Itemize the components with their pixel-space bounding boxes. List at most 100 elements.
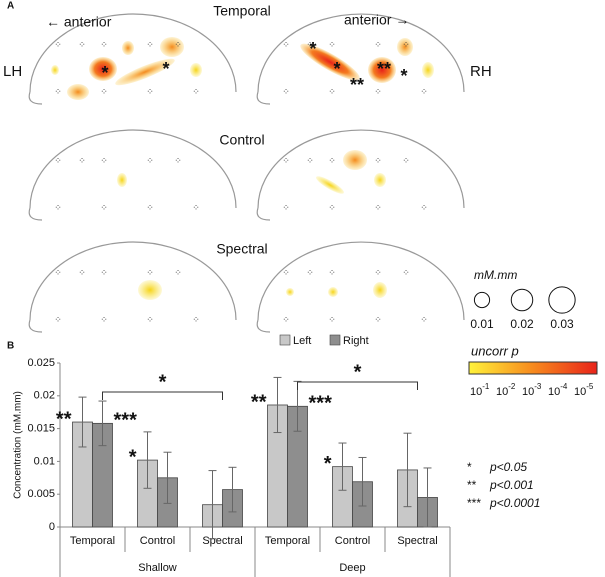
grid-dot: ⁘: [282, 202, 290, 212]
grid-dot: ⁘: [328, 314, 336, 324]
grid-dot: ⁘: [282, 314, 290, 324]
grid-dot: ⁘: [282, 267, 290, 277]
brain-outline: [256, 129, 465, 221]
colorbar-label: 10-3: [522, 382, 542, 398]
grid-dot: ⁘: [100, 314, 108, 324]
significance-star: **: [56, 408, 72, 430]
grid-dot: ⁘: [174, 155, 182, 165]
significance-bracket: [297, 381, 418, 390]
blob: [190, 63, 202, 77]
brain-star: *: [309, 39, 316, 59]
grid-dot: ⁘: [174, 39, 182, 49]
significance-star: ***: [114, 410, 138, 432]
brain-outline: [256, 13, 465, 105]
brain-star: *: [101, 63, 108, 83]
grid-dot: ⁘: [306, 39, 314, 49]
blob: [138, 280, 162, 300]
x-tick-label: Temporal: [265, 535, 310, 547]
grid-dot: ⁘: [174, 267, 182, 277]
blob: [67, 84, 89, 100]
key-symbol: **: [467, 478, 477, 492]
brain-star: *: [162, 59, 169, 79]
grid-dot: ⁘: [78, 155, 86, 165]
colorbar-base: 10: [574, 386, 586, 398]
group-label: Deep: [339, 562, 365, 574]
blob: [122, 41, 134, 55]
grid-dot: ⁘: [54, 202, 62, 212]
x-tick-label: Control: [335, 535, 370, 547]
colorbar-title: uncorr p: [471, 343, 519, 358]
grid-dot: ⁘: [146, 314, 154, 324]
grid-dot: ⁘: [146, 202, 154, 212]
blob: [343, 150, 367, 170]
grid-dot: ⁘: [402, 39, 410, 49]
blob: [316, 176, 344, 194]
colorbar-exponent: -2: [508, 382, 516, 391]
colorbar-label: 10-2: [496, 382, 516, 398]
blob: [115, 58, 175, 86]
blob: [286, 288, 294, 296]
colorbar-exponent: -1: [482, 382, 490, 391]
colorbar-exponent: -5: [586, 382, 594, 391]
brain-star: **: [377, 59, 391, 79]
legend-swatch: [279, 334, 291, 346]
y-tick-label: 0.005: [27, 488, 55, 500]
colorbar-base: 10: [548, 386, 560, 398]
x-tick-label: Spectral: [202, 535, 242, 547]
grid-dot: ⁘: [328, 86, 336, 96]
colorbar-label: 10-5: [574, 382, 594, 398]
direction-label: ← anterior: [46, 14, 112, 30]
grid-dot: ⁘: [374, 202, 382, 212]
grid-dot: ⁘: [146, 86, 154, 96]
blob: [422, 62, 434, 78]
brain-outline: [256, 241, 465, 333]
grid-dot: ⁘: [420, 86, 428, 96]
grid-dot: ⁘: [328, 202, 336, 212]
y-tick-label: 0.02: [34, 390, 55, 402]
colorbar-exponent: -4: [560, 382, 568, 391]
legend-label: Left: [293, 335, 311, 347]
grid-dot: ⁘: [54, 267, 62, 277]
brain-star: *: [333, 59, 340, 79]
brain-outline: [28, 13, 237, 105]
grid-dot: ⁘: [100, 155, 108, 165]
blob: [328, 287, 338, 297]
grid-dot: ⁘: [54, 314, 62, 324]
significance-bracket: [102, 391, 223, 400]
blob: [51, 65, 59, 75]
panel-label: B: [7, 341, 14, 352]
direction-label: anterior →: [344, 12, 409, 28]
grid-dot: ⁘: [192, 314, 200, 324]
grid-dot: ⁘: [374, 267, 382, 277]
size-circle: [510, 288, 534, 312]
key-text: p<0.001: [489, 478, 534, 492]
brains: [28, 13, 465, 333]
grid-dot: ⁘: [54, 86, 62, 96]
size-circle: [548, 286, 576, 314]
grid-dot: ⁘: [374, 314, 382, 324]
grid-dot: ⁘: [328, 39, 336, 49]
key-text: p<0.0001: [489, 496, 540, 510]
blob: [374, 173, 386, 187]
grid-dot: ⁘: [192, 202, 200, 212]
y-tick-label: 0.015: [27, 423, 55, 435]
bracket-star: *: [159, 371, 167, 393]
y-axis-label: Concentration (mM.mm): [13, 391, 24, 499]
colorbar-base: 10: [496, 386, 508, 398]
size-circle: [473, 291, 491, 309]
grid-dot: ⁘: [420, 314, 428, 324]
grid-dot: ⁘: [282, 155, 290, 165]
grid-dot: ⁘: [146, 267, 154, 277]
grid-dot: ⁘: [328, 267, 336, 277]
blob: [89, 57, 117, 81]
size-legend-title: mM.mm: [474, 268, 517, 282]
key-symbol: *: [467, 460, 472, 474]
size-label: 0.03: [550, 317, 574, 331]
size-label: 0.02: [510, 317, 534, 331]
panel-label: A: [7, 1, 14, 12]
grid-dot: ⁘: [374, 86, 382, 96]
blob: [300, 43, 360, 81]
legend-label: Right: [343, 335, 369, 347]
grid-dot: ⁘: [146, 39, 154, 49]
